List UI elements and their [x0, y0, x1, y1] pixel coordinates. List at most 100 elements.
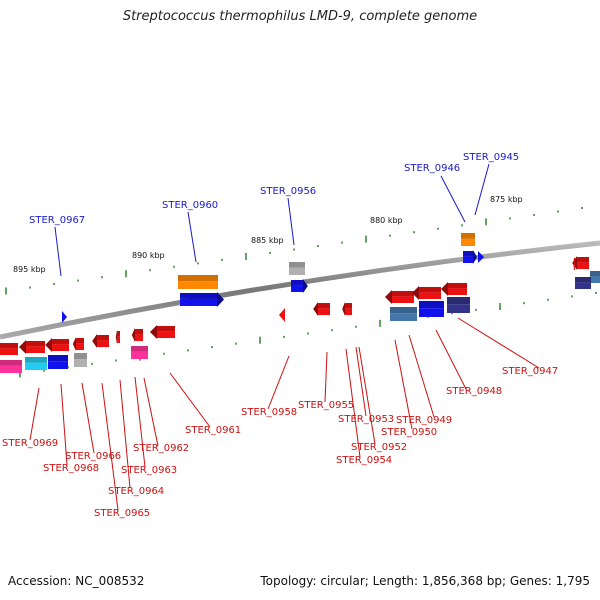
gene-label-ster-0952[interactable]: STER_0952	[351, 442, 407, 453]
gene-ster-0946-arrow-front	[463, 256, 473, 263]
scale-label-880: 880 kbp	[370, 216, 403, 225]
gene-ster-0966-block	[48, 355, 68, 369]
gene-ster-0950-block-top	[390, 307, 417, 314]
scale-label-875: 875 kbp	[490, 195, 523, 204]
gene-reverse-red-5-front	[117, 336, 120, 343]
gene-reverse-red-6-front	[135, 334, 143, 341]
scale-tick	[29, 286, 31, 289]
gene-reverse-red-8	[313, 302, 330, 316]
gene-reverse-red-12-arrow	[441, 282, 448, 296]
gene-label-ster-0955[interactable]: STER_0955	[298, 400, 354, 411]
scale-tick	[163, 352, 165, 355]
gene-ster-0956-block-front	[289, 267, 305, 275]
gene-ster-0946-arrow-top	[463, 251, 473, 257]
gene-ster-0946-arrow-arrow	[473, 250, 477, 264]
gene-ster-0949-block-top	[419, 301, 444, 309]
gene-ster-0949-block-front	[419, 308, 444, 317]
genome-title: Streptococcus thermophilus LMD-9, comple…	[122, 9, 478, 24]
gene-label-ster-0966[interactable]: STER_0966	[65, 451, 121, 462]
gene-label-ster-0968[interactable]: STER_0968	[43, 463, 99, 474]
gene-label-ster-0962[interactable]: STER_0962	[133, 443, 189, 454]
scale-tick	[331, 329, 333, 332]
gene-label-ster-0965[interactable]: STER_0965	[94, 508, 150, 519]
gene-label-ster-0948[interactable]: STER_0948	[446, 386, 502, 397]
gene-label-ster-0969[interactable]: STER_0969	[2, 438, 58, 449]
gene-ster-0966-block-top	[48, 355, 68, 362]
scale-tick	[485, 218, 487, 226]
scale-tick	[91, 362, 93, 365]
gene-ster-0969-block-front	[0, 365, 22, 373]
gene-reverse-red-10	[385, 290, 414, 304]
gene-ster-0945-arrow	[478, 251, 484, 263]
leader-ster-0958	[267, 355, 290, 410]
scale-tick	[211, 346, 213, 348]
gene-reverse-red-9-arrow	[342, 302, 345, 316]
gene-label-ster-0954[interactable]: STER_0954	[336, 455, 392, 466]
scale-tick	[533, 213, 535, 216]
gene-reverse-red-12-front	[448, 288, 467, 295]
gene-reverse-red-8-top	[318, 303, 330, 309]
gene-reverse-red-1	[19, 340, 45, 354]
gene-ster-0965-block	[74, 353, 87, 367]
gene-reverse-red-4-arrow	[92, 334, 97, 348]
gene-reverse-red-5	[115, 330, 120, 344]
gene-reverse-red-3-front	[76, 343, 84, 350]
gene-label-ster-0963[interactable]: STER_0963	[121, 465, 177, 476]
leader-ster-0960	[187, 211, 197, 263]
gene-label-ster-0960[interactable]: STER_0960	[162, 200, 218, 211]
gene-label-ster-0956[interactable]: STER_0956	[260, 186, 316, 197]
leader-ster-0961	[169, 372, 211, 428]
scale-label-885: 885 kbp	[251, 236, 284, 245]
gene-reverse-red-8-front	[318, 308, 330, 315]
scale-tick	[245, 252, 247, 260]
gene-label-ster-0950[interactable]: STER_0950	[381, 427, 437, 438]
gene-ster-0956-block	[289, 262, 305, 275]
gene-ster-0946-block-front	[461, 238, 475, 246]
scale-tick	[365, 235, 367, 243]
scale-label-895: 895 kbp	[13, 265, 46, 274]
scale-tick	[451, 312, 453, 315]
gene-ster-0960-block-front	[178, 281, 218, 289]
gene-reverse-red-0-top	[0, 343, 18, 349]
gene-ster-0946-block	[461, 233, 475, 246]
gene-ster-0956-block-top	[289, 262, 305, 268]
gene-reverse-red-7	[150, 325, 175, 339]
scale-tick	[293, 248, 295, 251]
gene-label-ster-0945[interactable]: STER_0945	[463, 152, 519, 163]
scale-tick	[379, 319, 381, 327]
leader-ster-0954	[345, 348, 361, 458]
gene-reverse-red-13-front	[574, 263, 575, 270]
gene-reverse-red-8-arrow	[313, 302, 318, 316]
scale-tick	[221, 258, 223, 261]
gene-label-ster-0967[interactable]: STER_0967	[29, 215, 85, 226]
gene-label-ster-0947[interactable]: STER_0947	[502, 366, 558, 377]
leader-ster-0966	[81, 382, 95, 454]
gene-ster-0949-block	[419, 301, 444, 317]
gene-label-ster-0961[interactable]: STER_0961	[185, 425, 241, 436]
gene-reverse-red-5-arrow	[115, 330, 117, 344]
topology-text: Topology: circular; Length: 1,856,368 bp…	[260, 574, 590, 588]
gene-ster-0948-block	[447, 297, 470, 313]
leader-ster-0956	[287, 197, 295, 246]
gene-reverse-red-12-top	[448, 283, 467, 289]
gene-reverse-red-3-arrow	[72, 337, 76, 351]
leader-ster-0964	[119, 379, 131, 489]
gene-ster-0960-block	[178, 275, 218, 289]
gene-label-ster-0958[interactable]: STER_0958	[241, 407, 297, 418]
gene-label-ster-0964[interactable]: STER_0964	[108, 486, 164, 497]
scale-tick	[5, 287, 7, 295]
leader-ster-0962	[143, 377, 159, 447]
gene-label-ster-0949[interactable]: STER_0949	[396, 415, 452, 426]
gene-label-ster-0953[interactable]: STER_0953	[338, 414, 394, 425]
gene-reverse-red-5-top	[117, 331, 120, 337]
gene-label-ster-0946[interactable]: STER_0946	[404, 163, 460, 174]
label-leader-lines	[29, 163, 540, 511]
leader-ster-0969	[29, 387, 40, 441]
gene-ster-0956-arrow-top	[291, 280, 303, 286]
leader-ster-0968	[60, 383, 68, 466]
gene-reverse-red-11-top	[419, 287, 441, 293]
gene-right-steel-front	[590, 276, 600, 283]
scale-tick	[259, 336, 261, 344]
leader-ster-0947	[457, 317, 540, 369]
scale-tick	[571, 295, 573, 298]
